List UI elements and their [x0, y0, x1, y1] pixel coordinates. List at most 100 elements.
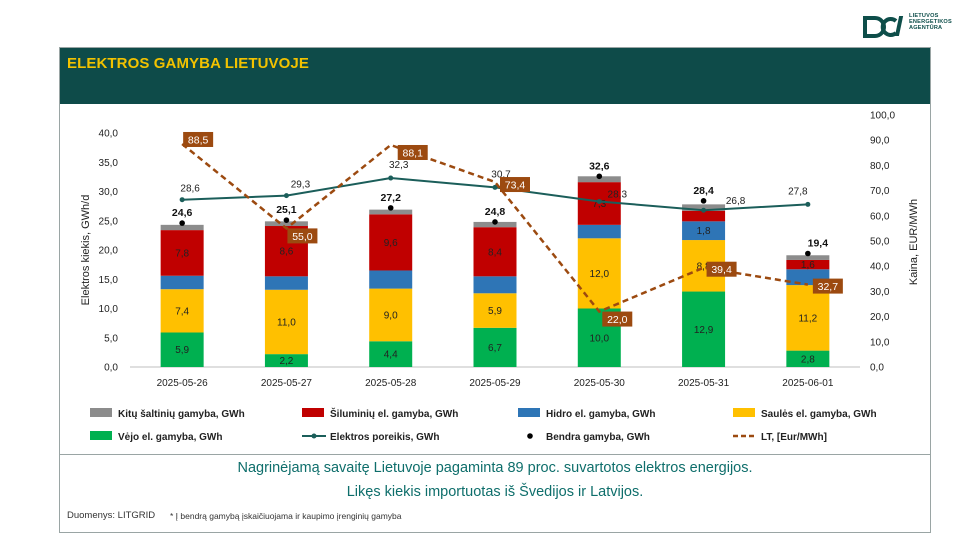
legend-label-kiti: Kitų šaltinių gamyba, GWh	[118, 409, 245, 420]
y-right-tick-label: 20,0	[870, 312, 890, 323]
y-left-tick-label: 10,0	[99, 304, 119, 315]
point-poreikis	[596, 198, 602, 204]
label-poreikis: 28,6	[180, 184, 200, 195]
lt-label-box	[397, 144, 428, 160]
bar-hidro	[577, 224, 621, 239]
bar-label-siluminiu: 7,3	[592, 199, 606, 210]
bar-label-saules: 5,9	[488, 306, 502, 317]
bar-label-hidro: 1,8	[697, 226, 711, 237]
legend-swatch-siluminiu	[302, 408, 324, 417]
label-bendra: 27,2	[380, 192, 401, 204]
point-poreikis	[805, 201, 811, 207]
legend-swatch-vejo	[90, 431, 112, 440]
legend-label-hidro: Hidro el. gamyba, GWh	[546, 409, 655, 420]
y-left-tick-label: 35,0	[99, 158, 119, 169]
bar-hidro	[160, 275, 204, 290]
label-lt: 39,4	[711, 264, 732, 276]
y-right-tick-label: 60,0	[870, 211, 890, 222]
legend-label-bendra: Bendra gamyba, GWh	[546, 432, 650, 443]
y-right-tick-label: 70,0	[870, 186, 890, 197]
point-bendra	[387, 205, 394, 211]
y-left-tick-label: 25,0	[99, 216, 119, 227]
lt-label-box	[500, 177, 530, 193]
bar-hidro	[473, 276, 517, 294]
bar-label-siluminiu: 8,4	[488, 247, 502, 258]
label-lt: 32,7	[818, 281, 839, 293]
divider	[60, 454, 930, 455]
x-tick-label: 2025-05-29	[469, 378, 521, 389]
bar-label-vejo: 6,7	[488, 343, 502, 354]
bar-kiti	[682, 204, 726, 211]
point-bendra	[179, 220, 185, 226]
y-left-tick-label: 5,0	[104, 333, 118, 344]
label-lt: 22,0	[607, 314, 628, 326]
label-bendra: 24,8	[485, 206, 506, 218]
x-tick-label: 2025-05-27	[261, 378, 313, 389]
point-poreikis	[388, 175, 394, 181]
bar-label-saules: 11,0	[277, 317, 296, 328]
label-lt: 55,0	[292, 231, 313, 243]
lea-logo-icon	[863, 16, 904, 38]
bar-label-vejo: 12,9	[694, 325, 714, 336]
series-line-lt	[181, 143, 809, 314]
legend-swatch-saules	[733, 408, 755, 417]
legend-label-vejo: Vėjo el. gamyba, GWh	[118, 432, 222, 443]
point-bendra	[805, 250, 811, 257]
lt-label-box	[183, 131, 214, 147]
bar-saules	[160, 289, 204, 333]
label-poreikis: 29,3	[291, 180, 311, 191]
bar-label-vejo: 2,2	[279, 356, 293, 367]
x-tick-label: 2025-06-01	[782, 378, 834, 389]
point-bendra	[596, 173, 603, 180]
label-poreikis: 26,8	[726, 196, 746, 207]
bar-saules	[577, 238, 621, 309]
y-right-tick-label: 30,0	[870, 287, 890, 298]
bar-label-vejo: 5,9	[175, 345, 189, 356]
energy-chart: 0,0 5,0 10,0 15,0 20,0 25,0 30,0 35,0 40,0 0,0 10,…	[80, 111, 920, 444]
label-lt: 73,4	[505, 180, 526, 192]
bar-vejo	[473, 327, 517, 367]
bar-hidro	[682, 221, 726, 241]
label-bendra: 19,4	[808, 238, 829, 250]
lt-label-box	[706, 261, 737, 277]
bar-label-saules: 8,8	[697, 261, 711, 272]
bar-hidro	[264, 276, 308, 290]
y-left-axis-label: Elektros kiekis, GWh/d	[80, 195, 92, 306]
label-lt: 88,1	[402, 147, 423, 159]
bar-hidro	[369, 270, 413, 289]
bar-vejo	[682, 291, 726, 367]
logo-line-1: LIETUVOS	[909, 13, 939, 19]
y-left-tick-label: 15,0	[99, 275, 119, 286]
x-tick-label: 2025-05-28	[365, 378, 417, 389]
bar-saules	[369, 288, 413, 342]
label-bendra: 32,6	[589, 160, 610, 172]
bar-siluminiu	[160, 230, 204, 276]
bar-label-saules: 7,4	[175, 306, 189, 317]
label-lt: 88,5	[188, 134, 209, 146]
bar-label-siluminiu: 1,6	[801, 260, 815, 271]
label-poreikis: 32,3	[389, 160, 409, 171]
legend-label-lt: LT, [Eur/MWh]	[761, 432, 827, 443]
y-right-tick-label: 0,0	[870, 363, 884, 374]
logo-line-3: AGENTŪRA	[909, 25, 943, 32]
point-bendra	[283, 217, 290, 223]
label-poreikis: 28,3	[608, 189, 628, 200]
bar-kiti	[786, 255, 830, 260]
bar-saules	[473, 293, 517, 328]
label-poreikis: 30,7	[491, 169, 511, 180]
bar-kiti	[369, 209, 413, 215]
legend-label-saules: Saulės el. gamyba, GWh	[761, 409, 877, 420]
lt-label-box	[602, 311, 633, 327]
x-tick-label: 2025-05-31	[678, 378, 730, 389]
summary-line-1: Nagrinėjamą savaitę Lietuvoje pagaminta …	[237, 460, 753, 476]
bar-label-saules: 9,0	[384, 310, 398, 321]
point-poreikis	[701, 207, 707, 213]
bar-saules	[264, 289, 308, 355]
bar-label-siluminiu: 7,8	[175, 248, 189, 259]
legend-label-poreikis: Elektros poreikis, GWh	[330, 432, 439, 443]
bar-vejo	[160, 332, 204, 367]
bar-label-siluminiu: 8,6	[279, 247, 293, 258]
logo-text: LIETUVOS ENERGETIKOS AGENTŪRA	[909, 13, 952, 32]
y-right-tick-label: 90,0	[870, 136, 890, 147]
legend-swatch-poreikis-dot	[311, 433, 317, 439]
